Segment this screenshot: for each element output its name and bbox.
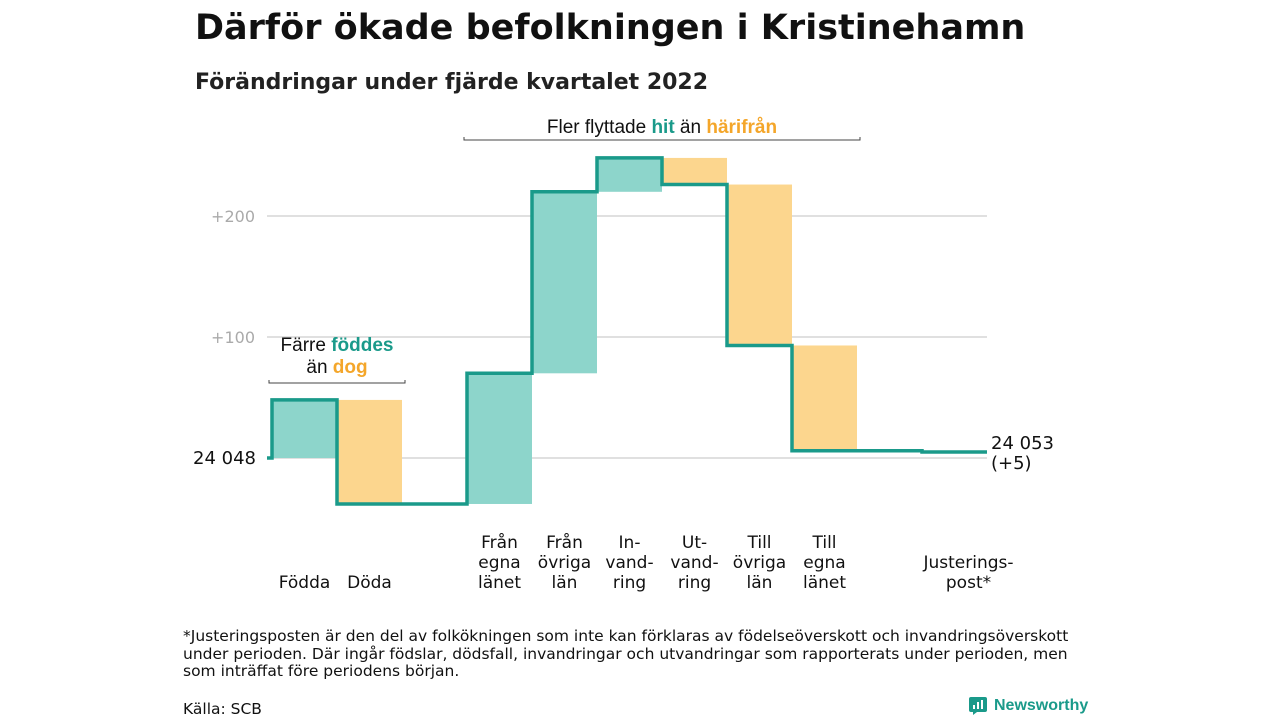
annotation-bracket	[463, 137, 861, 141]
newsworthy-logo-icon	[969, 697, 987, 715]
category-label: Ut-vand-ring	[670, 533, 718, 593]
source-note: Källa: SCB	[183, 700, 262, 718]
waterfall-chart: +100 +200 Födda Döda Från egna länet Från övrig…	[193, 117, 1054, 593]
bar-inflow	[532, 191, 597, 374]
bar-outflow	[337, 399, 402, 504]
category-label: Från egna länet	[478, 532, 521, 593]
bars	[272, 157, 857, 504]
annotation-bracket	[268, 380, 406, 384]
bar-inflow	[467, 373, 532, 504]
category-label: In-vand-ring	[605, 533, 653, 593]
brand-name: Newsworthy	[994, 697, 1089, 714]
annotation-text: än dog	[306, 357, 367, 378]
category-label: Födda	[279, 573, 331, 593]
category-label: Döda	[347, 573, 392, 593]
brand-logo: Newsworthy	[968, 696, 1088, 716]
annotation-text: Fler flyttade hit än härifrån	[547, 117, 777, 138]
footnote: *Justeringsposten är den del av folkökni…	[183, 627, 1069, 680]
end-value-label: 24 053 (+5)	[991, 433, 1054, 474]
category-label: Från övriga län	[538, 532, 591, 593]
bar-outflow	[792, 345, 857, 451]
bar-inflow	[272, 399, 337, 458]
category-label: Till egna länet	[803, 533, 846, 593]
y-tick-label: +100	[211, 328, 255, 347]
total-line	[267, 156, 987, 506]
chart-title: Därför ökade befolkningen i Kristinehamn	[195, 8, 1026, 48]
category-label: Till övriga län	[733, 533, 786, 593]
labels: Födda Döda Från egna länet Från övriga län In-va…	[193, 117, 1054, 593]
start-value-label: 24 048	[193, 448, 256, 469]
running-total-line	[267, 156, 987, 506]
bar-outflow	[662, 157, 727, 185]
category-label: Justerings-post*	[922, 553, 1013, 593]
bar-inflow	[597, 157, 662, 192]
bar-outflow	[727, 184, 792, 346]
chart-subtitle: Förändringar under fjärde kvartalet 2022	[195, 70, 709, 95]
annotation-text: Färre föddes	[281, 335, 394, 356]
y-tick-label: +200	[211, 207, 255, 226]
